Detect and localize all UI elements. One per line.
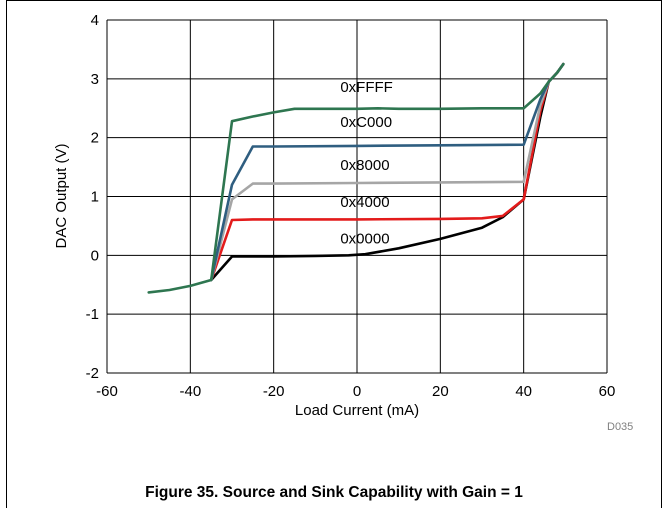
y-tick-label: -1 [86,306,99,323]
x-tick-label: 20 [432,383,449,400]
series-label: 0xFFFF [340,79,393,96]
series-line-0xffff [147,62,565,294]
y-tick-label: 1 [91,189,99,206]
x-tick-label: -20 [263,383,285,400]
x-tick-label: 0 [353,383,361,400]
figure-code: D035 [607,421,633,433]
x-tick-label: 40 [515,383,532,400]
series-lines [147,62,565,294]
x-tick-label: -60 [96,383,118,400]
series-label: 0xC000 [340,114,392,131]
series-labels: 0xFFFF 0xC000 0x8000 0x4000 0x0000 [340,79,393,248]
y-tick-labels: -2 -1 0 1 2 3 4 [86,12,99,382]
x-tick-label: 60 [599,383,616,400]
series-label: 0x8000 [340,157,389,174]
y-tick-label: 0 [91,247,99,264]
series-label: 0x4000 [340,194,389,211]
y-tick-label: 4 [91,12,99,29]
y-tick-label: 3 [91,71,99,88]
figure-frame [6,0,662,508]
y-axis-title: DAC Output (V) [53,143,70,248]
y-tick-label: -2 [86,365,99,382]
grid [106,19,608,374]
x-axis-title: Load Current (mA) [295,402,419,419]
x-tick-label: -40 [179,383,201,400]
y-tick-label: 2 [91,130,99,147]
x-tick-labels: -60 -40 -20 0 20 40 60 [96,383,615,400]
series-label: 0x0000 [340,231,389,248]
figure-caption: Figure 35. Source and Sink Capability wi… [145,484,523,501]
